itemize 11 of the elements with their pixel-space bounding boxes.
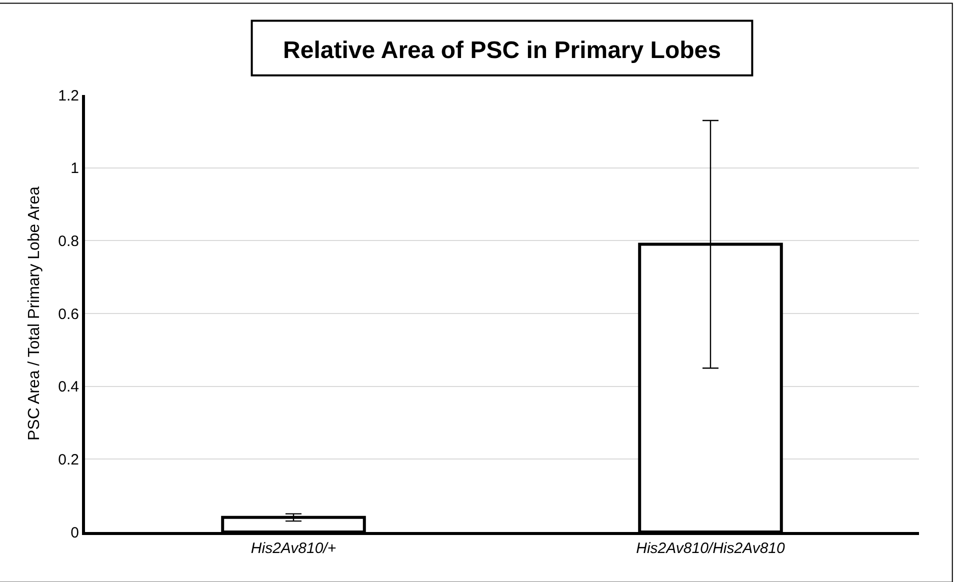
x-tick-label: His2Av810/+ <box>250 540 336 557</box>
y-tick-label: 0.4 <box>58 378 79 396</box>
y-tick-label: 0.2 <box>58 451 79 468</box>
y-tick-label: 0 <box>70 524 79 542</box>
x-tick-label: His2Av810/His2Av810 <box>636 540 786 557</box>
y-tick-label: 0.8 <box>58 232 79 250</box>
chart-title: Relative Area of PSC in Primary Lobes <box>283 36 721 64</box>
y-tick-label: 1.2 <box>58 87 79 104</box>
y-tick-label: 1 <box>70 160 79 178</box>
y-tick-label: 0.6 <box>58 306 79 323</box>
y-axis-title: PSC Area / Total Primary Lobe Area <box>26 186 44 441</box>
